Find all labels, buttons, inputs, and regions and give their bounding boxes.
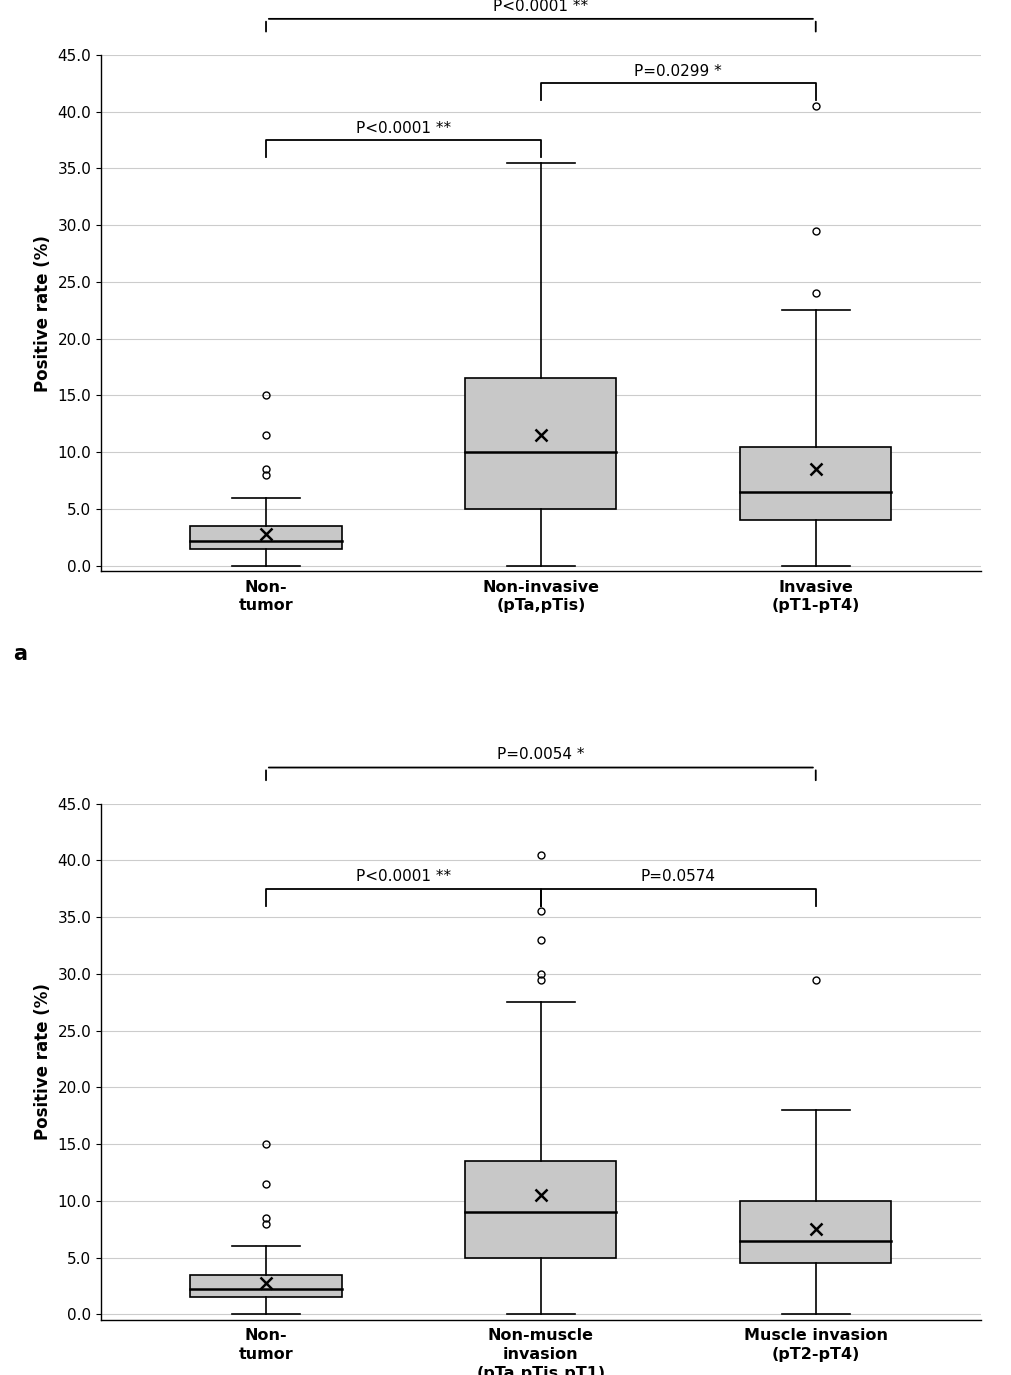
Text: P<0.0001 **: P<0.0001 ** <box>493 0 588 14</box>
Text: P<0.0001 **: P<0.0001 ** <box>356 121 451 136</box>
Text: P=0.0054 *: P=0.0054 * <box>497 748 584 762</box>
Text: a: a <box>13 644 27 664</box>
Bar <box>190 525 342 549</box>
Bar <box>740 1200 892 1264</box>
Bar <box>190 1275 342 1297</box>
Bar <box>465 378 617 509</box>
Text: P=0.0299 *: P=0.0299 * <box>635 63 722 78</box>
Text: P<0.0001 **: P<0.0001 ** <box>356 869 451 884</box>
Y-axis label: Positive rate (%): Positive rate (%) <box>34 235 52 392</box>
Text: P=0.0574: P=0.0574 <box>641 869 716 884</box>
Bar <box>465 1160 617 1258</box>
Bar <box>740 447 892 520</box>
Y-axis label: Positive rate (%): Positive rate (%) <box>34 983 52 1140</box>
